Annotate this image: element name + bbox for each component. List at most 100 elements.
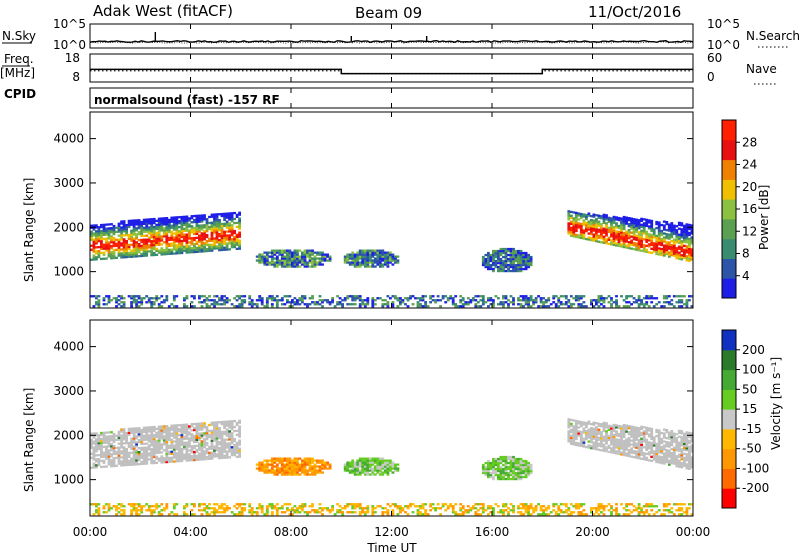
velocity-cell	[363, 473, 367, 476]
power-cell	[389, 257, 392, 260]
velocity-cell	[645, 432, 649, 435]
power-cell	[579, 228, 583, 232]
power-cell	[92, 246, 96, 249]
velocity-cell	[373, 465, 377, 468]
velocity-cell	[384, 459, 387, 462]
velocity-cell	[135, 449, 139, 452]
power-cell	[318, 259, 322, 262]
power-cell	[652, 236, 656, 239]
velocity-cell	[135, 513, 139, 516]
power-cell	[512, 249, 515, 253]
velocity-cell	[208, 455, 211, 458]
power-cell	[213, 229, 216, 232]
velocity-cell	[107, 451, 111, 454]
velocity-cell	[92, 432, 96, 435]
velocity-cell	[270, 457, 274, 460]
power-cell	[635, 228, 639, 231]
velocity-cell	[683, 432, 686, 435]
power-cell	[605, 224, 608, 227]
power-cell	[170, 242, 174, 245]
power-cell	[265, 259, 269, 262]
power-cell	[155, 237, 159, 240]
power-cell	[660, 249, 664, 253]
velocity-cell	[165, 425, 169, 428]
power-cell	[160, 249, 164, 252]
power-cell	[353, 297, 357, 300]
power-cell	[386, 251, 390, 254]
velocity-cell	[645, 438, 649, 441]
power-cell	[132, 249, 136, 252]
velocity-cell	[683, 436, 686, 439]
velocity-cell	[690, 448, 694, 451]
power-cell	[672, 232, 676, 235]
power-cell	[230, 234, 234, 237]
velocity-cell	[301, 471, 304, 474]
velocity-cell	[180, 425, 184, 429]
velocity-cell	[100, 431, 103, 435]
velocity-cell	[293, 473, 297, 476]
power-cell	[662, 240, 666, 243]
velocity-cell	[512, 465, 515, 469]
power-cell	[630, 225, 634, 228]
power-cell	[406, 299, 410, 302]
power-cell	[617, 244, 621, 248]
velocity-cell	[637, 455, 641, 458]
power-cell	[215, 247, 219, 250]
velocity-cell	[142, 442, 146, 445]
power-cell	[600, 215, 603, 218]
velocity-cell	[509, 471, 513, 475]
power-cell	[188, 251, 191, 254]
velocity-cell	[210, 435, 214, 438]
velocity-cell	[130, 509, 134, 512]
power-cell	[117, 250, 121, 253]
power-cell	[147, 244, 151, 247]
power-cell	[675, 235, 679, 238]
power-cell	[120, 230, 124, 233]
velocity-cell	[587, 430, 591, 433]
power-cell	[195, 228, 199, 231]
power-cell	[620, 237, 623, 240]
power-cell	[321, 259, 324, 262]
power-cell	[612, 239, 616, 243]
power-cell	[160, 251, 164, 254]
power-cell	[419, 305, 422, 308]
velocity-cell	[502, 459, 505, 463]
power-cell	[268, 255, 272, 258]
power-cell	[203, 232, 206, 235]
velocity-cell	[145, 452, 149, 455]
velocity-cell	[567, 424, 571, 427]
power-cell	[419, 299, 422, 302]
power-cell	[597, 228, 601, 231]
power-cell	[233, 243, 237, 247]
power-cell	[190, 247, 194, 250]
power-cell	[100, 233, 103, 237]
power-cell	[102, 225, 106, 228]
velocity-cell	[346, 465, 350, 468]
power-cell	[519, 261, 523, 265]
velocity-cell	[645, 448, 649, 451]
velocity-cell	[612, 447, 616, 451]
power-cell	[585, 223, 588, 227]
power-cell	[504, 295, 508, 298]
velocity-cell	[115, 509, 118, 512]
velocity-cell	[145, 509, 149, 512]
power-cell	[95, 236, 98, 239]
velocity-cell	[627, 454, 631, 458]
power-cell	[296, 299, 299, 302]
velocity-cell	[642, 432, 646, 435]
velocity-cell	[177, 444, 181, 447]
velocity-cell	[145, 434, 149, 437]
power-cell	[642, 232, 646, 235]
velocity-cell	[497, 477, 500, 481]
power-cell	[301, 253, 304, 256]
velocity-cell	[278, 457, 282, 460]
power-cell	[95, 238, 98, 241]
velocity-cell	[183, 511, 186, 514]
velocity-cell	[358, 473, 362, 476]
power-cell	[587, 228, 591, 231]
power-cell	[215, 301, 219, 304]
power-cell	[529, 263, 533, 267]
power-cell	[157, 227, 161, 230]
velocity-cell	[198, 424, 201, 427]
power-cell	[198, 236, 201, 239]
